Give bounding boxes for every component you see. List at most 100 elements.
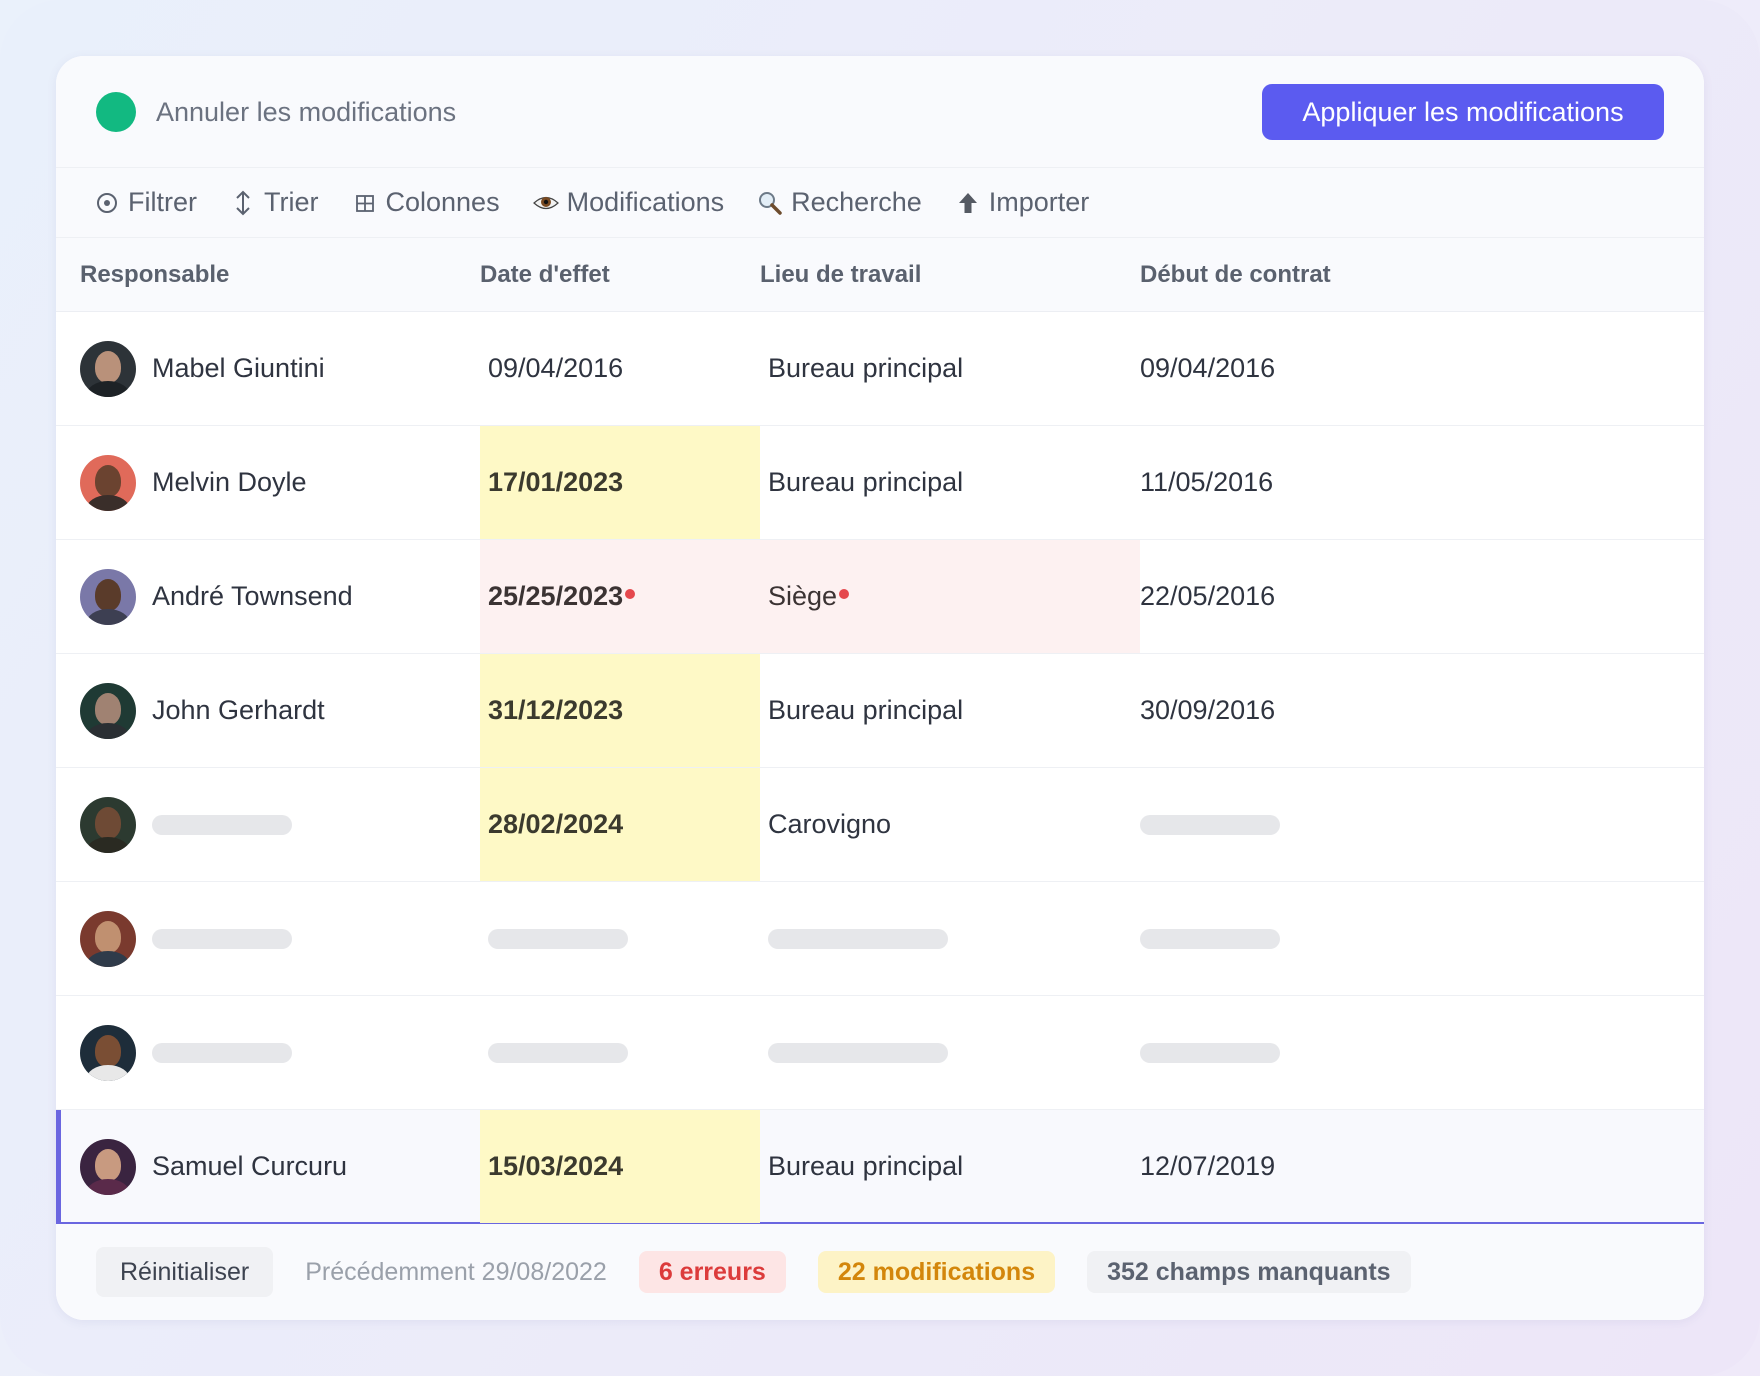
search-button[interactable]: Recherche: [757, 187, 922, 218]
cell-responsable: [80, 882, 456, 995]
toolbar: Filtrer Trier Colonnes Modifications Rec…: [56, 168, 1704, 238]
table-row[interactable]: Melvin Doyle 17/01/2023 Bureau principal…: [56, 426, 1704, 540]
cell-responsable: [80, 768, 456, 881]
date-effet-value: 17/01/2023: [488, 467, 624, 497]
column-header-responsable[interactable]: Responsable: [80, 261, 230, 288]
debut-value: 11/05/2016: [1140, 467, 1274, 497]
cell-debut[interactable]: 22/05/2016: [1140, 540, 1440, 653]
missing-fields-badge[interactable]: 352 champs manquants: [1087, 1251, 1411, 1293]
table-row-selected[interactable]: Samuel Curcuru 15/03/2024 Bureau princip…: [56, 1110, 1704, 1224]
table-header: Responsable Date d'effet Lieu de travail…: [56, 238, 1704, 312]
cell-debut[interactable]: [1140, 996, 1440, 1109]
upload-icon: [955, 190, 981, 216]
columns-icon: [352, 190, 378, 216]
loading-placeholder: [152, 928, 292, 949]
errors-badge[interactable]: 6 erreurs: [638, 1251, 786, 1293]
loading-placeholder: [152, 1042, 292, 1063]
cell-date-effet[interactable]: 17/01/2023: [480, 426, 760, 539]
column-header-debut[interactable]: Début de contrat: [1140, 261, 1331, 288]
loading-placeholder: [1140, 814, 1280, 835]
avatar: [80, 1138, 136, 1195]
error-indicator: [625, 588, 636, 599]
debut-value: 12/07/2019: [1140, 1151, 1276, 1181]
avatar: [80, 1024, 136, 1081]
table-row[interactable]: André Townsend 25/25/2023 Siège 22/05/20…: [56, 540, 1704, 654]
cell-date-effet[interactable]: 25/25/2023: [480, 540, 760, 653]
lieu-value: Bureau principal: [768, 1151, 964, 1181]
cell-date-effet[interactable]: [480, 996, 760, 1109]
cell-date-effet[interactable]: 09/04/2016: [480, 312, 760, 425]
loading-placeholder: [488, 1042, 628, 1063]
cell-debut[interactable]: 12/07/2019: [1140, 1110, 1440, 1223]
modifications-badge[interactable]: 22 modifications: [817, 1251, 1056, 1293]
cancel-changes-button[interactable]: Annuler les modifications: [156, 97, 457, 127]
cell-lieu[interactable]: Siège: [760, 540, 1140, 653]
avatar: [80, 682, 136, 739]
eye-icon: [532, 190, 559, 216]
lieu-value: Carovigno: [768, 809, 892, 839]
modifications-label: Modifications: [566, 187, 725, 217]
cell-debut[interactable]: 30/09/2016: [1140, 654, 1440, 767]
error-indicator: [839, 588, 850, 599]
responsable-name: Mabel Giuntini: [152, 353, 325, 383]
cell-responsable: Mabel Giuntini: [80, 312, 456, 425]
cell-date-effet[interactable]: 31/12/2023: [480, 654, 760, 767]
cell-responsable: Melvin Doyle: [80, 426, 456, 539]
cell-lieu[interactable]: Carovigno: [760, 768, 1140, 881]
reset-button[interactable]: Réinitialiser: [96, 1247, 274, 1297]
table-row[interactable]: Mabel Giuntini 09/04/2016 Bureau princip…: [56, 312, 1704, 426]
date-effet-value: 25/25/2023: [488, 581, 624, 611]
responsable-name: Melvin Doyle: [152, 467, 307, 497]
date-effet-value: 28/02/2024: [488, 809, 624, 839]
cell-lieu[interactable]: [760, 996, 1140, 1109]
avatar: [80, 796, 136, 853]
cell-lieu[interactable]: Bureau principal: [760, 1110, 1140, 1223]
avatar: [80, 568, 136, 625]
avatar: [80, 340, 136, 397]
search-label: Recherche: [791, 187, 922, 217]
responsable-name: André Townsend: [152, 581, 353, 611]
apply-changes-button[interactable]: Appliquer les modifications: [1262, 84, 1664, 140]
filter-icon: [94, 190, 120, 216]
debut-value: 30/09/2016: [1140, 695, 1276, 725]
sort-icon: [230, 190, 256, 216]
table-row[interactable]: [56, 996, 1704, 1110]
import-button[interactable]: Importer: [955, 187, 1089, 218]
column-header-lieu[interactable]: Lieu de travail: [760, 261, 922, 288]
cell-responsable: André Townsend: [80, 540, 456, 653]
responsable-name: John Gerhardt: [152, 695, 325, 725]
cell-debut[interactable]: 09/04/2016: [1140, 312, 1440, 425]
cell-debut[interactable]: [1140, 882, 1440, 995]
cell-lieu[interactable]: Bureau principal: [760, 426, 1140, 539]
cell-responsable: Samuel Curcuru: [80, 1110, 456, 1223]
modifications-button[interactable]: Modifications: [532, 187, 725, 218]
avatar: [80, 454, 136, 511]
cell-lieu[interactable]: [760, 882, 1140, 995]
cell-debut[interactable]: 11/05/2016: [1140, 426, 1440, 539]
responsable-name: Samuel Curcuru: [152, 1151, 348, 1181]
debut-value: 22/05/2016: [1140, 581, 1276, 611]
table-row[interactable]: [56, 882, 1704, 996]
loading-placeholder: [152, 814, 292, 835]
avatar: [80, 910, 136, 967]
columns-button[interactable]: Colonnes: [352, 187, 500, 218]
filter-button[interactable]: Filtrer: [94, 187, 197, 218]
cell-debut[interactable]: [1140, 768, 1440, 881]
lieu-value: Bureau principal: [768, 353, 964, 383]
table-row[interactable]: 28/02/2024 Carovigno: [56, 768, 1704, 882]
cell-date-effet[interactable]: 28/02/2024: [480, 768, 760, 881]
column-header-date-effet[interactable]: Date d'effet: [480, 261, 610, 288]
cell-lieu[interactable]: Bureau principal: [760, 312, 1140, 425]
date-effet-value: 31/12/2023: [488, 695, 624, 725]
columns-label: Colonnes: [385, 187, 500, 217]
table-row[interactable]: John Gerhardt 31/12/2023 Bureau principa…: [56, 654, 1704, 768]
data-editor-card: Annuler les modifications Appliquer les …: [56, 56, 1704, 1320]
loading-placeholder: [1140, 928, 1280, 949]
sort-button[interactable]: Trier: [230, 187, 319, 218]
cell-date-effet[interactable]: [480, 882, 760, 995]
editor-header: Annuler les modifications Appliquer les …: [56, 56, 1704, 168]
sort-label: Trier: [264, 187, 319, 217]
cell-lieu[interactable]: Bureau principal: [760, 654, 1140, 767]
lieu-value: Siège: [768, 581, 838, 611]
cell-date-effet[interactable]: 15/03/2024: [480, 1110, 760, 1223]
